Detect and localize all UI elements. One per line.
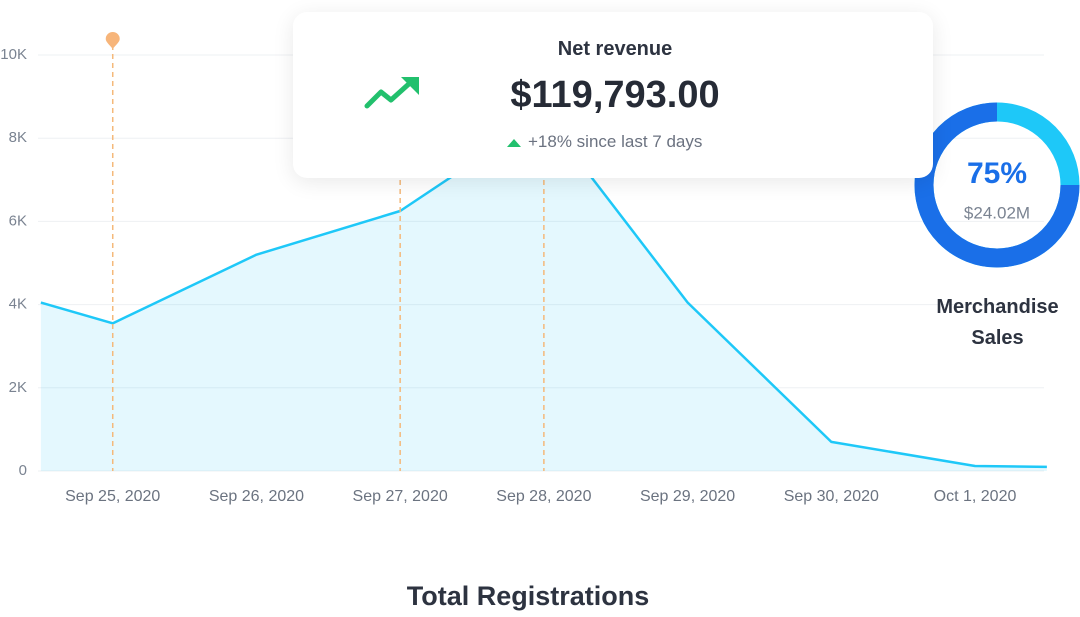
donut-arc xyxy=(914,102,1080,268)
chart-title: Total Registrations xyxy=(407,581,650,611)
y-tick-label: 8K xyxy=(9,129,27,146)
trend-icon xyxy=(364,77,419,109)
card-title: Net revenue xyxy=(557,38,673,60)
x-tick-label: Sep 26, 2020 xyxy=(209,488,304,505)
up-triangle xyxy=(507,139,521,147)
area-fill xyxy=(40,115,1047,471)
donut-label: Merchandise Sales xyxy=(936,296,1059,349)
x-tick-label: Sep 27, 2020 xyxy=(353,488,448,505)
y-tick-label: 0 xyxy=(19,462,27,479)
x-tick-label: Sep 30, 2020 xyxy=(784,488,879,505)
x-tick-label: Sep 28, 2020 xyxy=(496,488,591,505)
x-tick-label: Oct 1, 2020 xyxy=(934,488,1017,505)
y-tick-label: 10K xyxy=(0,46,27,63)
x-tick-label: Sep 25, 2020 xyxy=(65,488,160,505)
marker-pin xyxy=(105,32,120,49)
x-tick-label: Sep 29, 2020 xyxy=(640,488,735,505)
y-tick-label: 2K xyxy=(9,379,27,396)
donut-percent: 75% xyxy=(967,157,1027,190)
donut-amount: $24.02M xyxy=(964,203,1030,222)
card-value: $119,793.00 xyxy=(510,74,720,116)
y-tick-label: 6K xyxy=(9,212,27,229)
net-revenue-card: Net revenue $119,793.00 +18% since last … xyxy=(293,12,933,178)
y-tick-label: 4K xyxy=(9,296,27,313)
card-change: +18% since last 7 days xyxy=(528,132,703,151)
